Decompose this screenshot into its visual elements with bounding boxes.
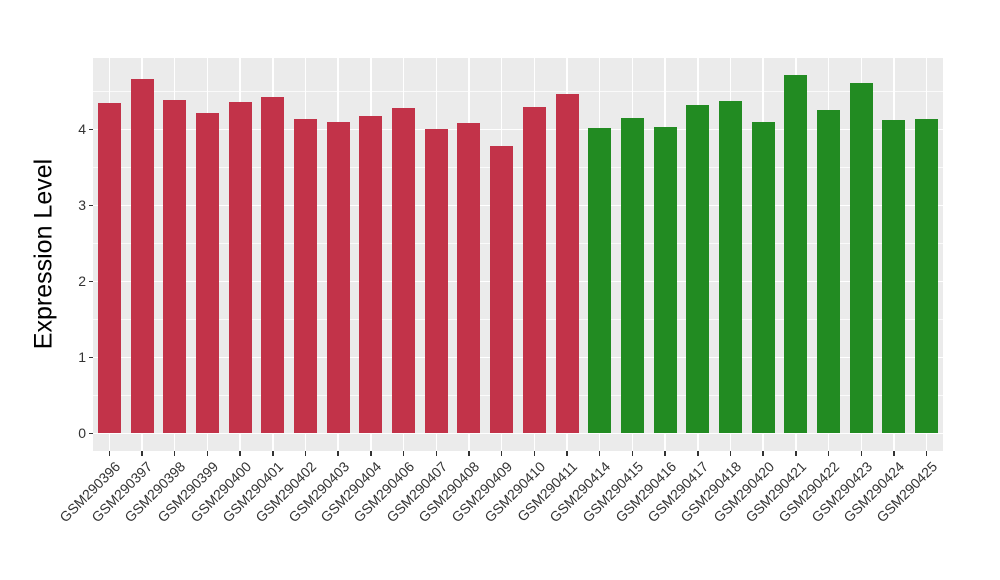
y-tick-mark-3 bbox=[88, 204, 93, 207]
x-tick-mark bbox=[795, 451, 797, 456]
x-tick-mark bbox=[631, 451, 634, 456]
bar-GSM290409 bbox=[490, 146, 514, 434]
x-tick-mark bbox=[827, 451, 830, 456]
x-tick-mark bbox=[697, 451, 699, 456]
bar-GSM290397 bbox=[130, 79, 154, 434]
bar-GSM290415 bbox=[620, 117, 644, 434]
bar-GSM290422 bbox=[817, 110, 841, 434]
bar-GSM290418 bbox=[719, 101, 742, 434]
bar-GSM290417 bbox=[686, 104, 710, 434]
x-tick-mark bbox=[598, 451, 601, 456]
gridline-minor-y-0.5 bbox=[93, 394, 943, 396]
gridline-minor-y-2.5 bbox=[93, 242, 943, 244]
bar-GSM290421 bbox=[784, 75, 808, 434]
y-tick-mark-0 bbox=[88, 432, 93, 435]
x-tick-mark bbox=[206, 451, 209, 456]
bar-GSM290416 bbox=[653, 127, 677, 434]
x-tick-mark bbox=[337, 451, 339, 456]
x-tick-mark bbox=[272, 451, 274, 456]
x-tick-mark bbox=[173, 451, 176, 456]
x-tick-mark bbox=[141, 451, 143, 456]
x-tick-mark bbox=[762, 451, 764, 456]
bar-GSM290424 bbox=[882, 120, 906, 434]
bar-GSM290400 bbox=[228, 101, 252, 434]
bar-GSM290402 bbox=[294, 118, 317, 434]
x-tick-mark bbox=[402, 451, 405, 456]
y-tick-label-2: 2 bbox=[78, 273, 86, 290]
y-tick-mark-2 bbox=[88, 280, 93, 283]
x-tick-mark bbox=[566, 451, 568, 456]
bar-GSM290396 bbox=[97, 102, 121, 434]
x-tick-mark bbox=[860, 451, 863, 456]
gridline-major-y-2 bbox=[93, 280, 943, 283]
bar-GSM290420 bbox=[751, 122, 775, 434]
y-tick-label-4: 4 bbox=[78, 121, 86, 138]
bar-GSM290423 bbox=[849, 82, 873, 434]
bar-GSM290408 bbox=[457, 123, 481, 434]
bar-GSM290410 bbox=[522, 106, 546, 434]
bar-GSM290414 bbox=[588, 127, 612, 434]
y-tick-label-1: 1 bbox=[78, 349, 86, 366]
gridline-major-y-4 bbox=[93, 128, 943, 131]
bar-GSM290404 bbox=[359, 115, 383, 434]
x-tick-mark bbox=[468, 451, 470, 456]
bar-GSM290407 bbox=[424, 128, 448, 434]
gridline-minor-y-1.5 bbox=[93, 318, 943, 320]
x-tick-mark bbox=[925, 451, 928, 456]
x-tick-mark bbox=[435, 451, 438, 456]
x-tick-mark bbox=[893, 451, 895, 456]
bar-GSM290411 bbox=[555, 93, 579, 434]
bar-GSM290406 bbox=[392, 108, 416, 434]
gridline-major-y-1 bbox=[93, 356, 943, 359]
gridline-minor-y-4.5 bbox=[93, 90, 943, 92]
bar-GSM290401 bbox=[261, 96, 285, 434]
y-axis-title: Expression Level bbox=[29, 158, 58, 350]
gridline-minor-y-3.5 bbox=[93, 166, 943, 168]
plot-panel bbox=[93, 58, 943, 451]
gridline-major-y-0 bbox=[93, 432, 943, 435]
y-tick-mark-1 bbox=[88, 356, 93, 359]
x-tick-mark bbox=[533, 451, 536, 456]
x-tick-mark bbox=[664, 451, 666, 456]
x-tick-mark bbox=[304, 451, 307, 456]
x-tick-mark bbox=[729, 451, 732, 456]
y-tick-mark-4 bbox=[88, 128, 93, 131]
bar-GSM290398 bbox=[163, 100, 187, 434]
gridline-major-y-3 bbox=[93, 204, 943, 207]
bar-GSM290425 bbox=[915, 118, 939, 434]
x-tick-mark bbox=[500, 451, 503, 456]
x-tick-mark bbox=[370, 451, 372, 456]
x-tick-mark bbox=[239, 451, 241, 456]
x-tick-mark bbox=[108, 451, 111, 456]
y-tick-label-3: 3 bbox=[78, 197, 86, 214]
y-tick-label-0: 0 bbox=[78, 425, 86, 442]
bar-GSM290399 bbox=[195, 113, 219, 434]
bar-GSM290403 bbox=[326, 121, 350, 434]
